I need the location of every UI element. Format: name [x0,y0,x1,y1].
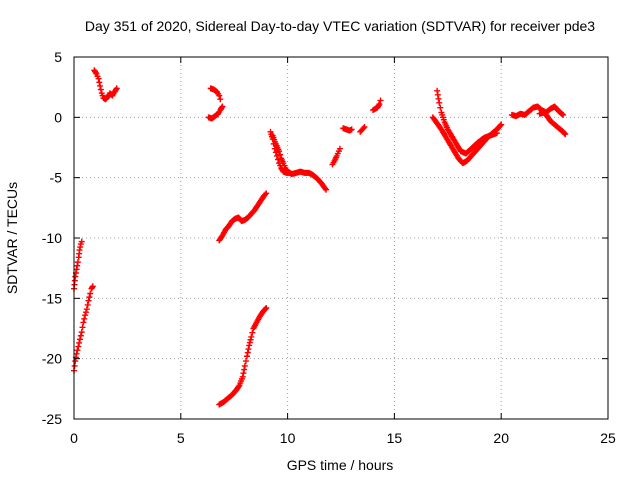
data-point [434,87,441,94]
data-point [559,111,566,118]
data-point [85,297,92,304]
data-point [436,99,443,106]
data-point [435,95,442,102]
data-point [77,332,84,339]
data-point [216,92,223,99]
data-point [360,125,367,132]
data-point [245,346,252,353]
data-point [276,148,283,155]
data-point [217,96,224,103]
data-point [95,75,102,82]
data-point [83,306,90,313]
data-point [277,151,284,158]
data-point [74,347,81,354]
data-point [239,373,246,380]
data-point [262,191,269,198]
y-axis-title: SDTVAR / TECUs [4,182,20,294]
data-point [323,186,330,193]
data-point [272,149,279,156]
data-point [97,82,104,89]
data-point [78,238,85,245]
y-tick-label: 0 [54,109,62,125]
data-point [244,353,251,360]
data-point [361,123,368,130]
data-point [437,104,444,111]
data-point [76,339,83,346]
data-point [75,343,82,350]
data-point [82,309,89,316]
data-point [80,319,87,326]
data-point [498,121,505,128]
y-tick-label: -20 [42,351,62,367]
data-point [113,85,120,92]
data-point [86,294,93,301]
y-tick-label: -25 [42,411,62,427]
data-point [263,304,270,311]
data-point [493,130,500,137]
data-point [89,283,96,290]
data-point [322,185,329,192]
data-point [218,104,225,111]
data-point [241,366,248,373]
data-point [78,329,85,336]
data-point [247,336,254,343]
data-point [497,122,504,129]
data-point [97,86,104,93]
data-point [82,312,89,319]
ticks: 0 5 10 15 20 25 -25 -20 -15 -10 -5 0 5 [42,49,616,446]
data-point [246,342,253,349]
data-point [96,79,103,86]
data-points [71,67,569,408]
data-point [79,324,86,331]
y-tick-label: -5 [50,170,63,186]
data-point [246,339,253,346]
y-tick-label: -10 [42,230,62,246]
data-point [348,126,355,133]
x-tick-label: 20 [493,430,509,446]
data-point [377,97,384,104]
data-point [263,190,270,197]
x-tick-label: 15 [387,430,403,446]
data-point [244,349,251,356]
data-point [240,370,247,377]
data-point [92,69,99,76]
data-point [84,301,91,308]
data-point [235,383,242,390]
y-tick-label: 5 [54,49,62,65]
data-point [249,329,256,336]
x-tick-label: 25 [600,430,616,446]
data-point [248,333,255,340]
data-point [73,350,80,357]
chart-title: Day 351 of 2020, Sidereal Day-to-day VTE… [85,18,595,34]
data-point [562,131,569,138]
data-point [242,358,249,365]
data-point [376,101,383,108]
data-point [273,152,280,159]
data-point [241,362,248,369]
data-point [561,130,568,137]
data-point [219,103,226,110]
data-point [560,111,567,118]
data-point [262,305,269,312]
y-tick-label: -15 [42,290,62,306]
data-point [375,102,382,109]
data-point [336,145,343,152]
x-tick-label: 5 [177,430,185,446]
data-point [81,315,88,322]
data-point [76,336,83,343]
data-point [113,86,120,93]
x-tick-label: 10 [280,430,296,446]
x-axis-title: GPS time / hours [287,457,394,473]
data-point [74,259,81,266]
data-point [87,290,94,297]
data-point [434,91,441,98]
x-tick-label: 0 [70,430,78,446]
